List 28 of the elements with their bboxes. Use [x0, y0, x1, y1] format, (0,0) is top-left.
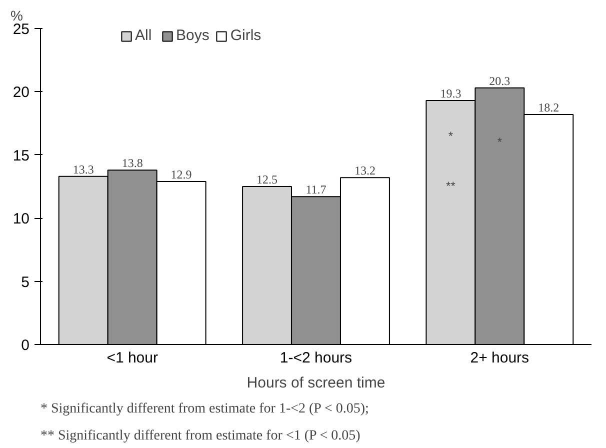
legend-label: Girls	[230, 27, 262, 44]
data-label: 13.2	[354, 164, 376, 178]
y-axis-title: %	[10, 8, 23, 24]
x-tick-label: 1-<2 hours	[280, 350, 352, 366]
data-label: 13.8	[122, 156, 143, 170]
data-label: 19.3	[440, 86, 462, 101]
text: * Significantly different from estimate for 1-<2 (P < 0.05);	[40, 402, 369, 416]
x-axis-title: Hours of screen time	[246, 374, 386, 392]
annotation: **	[446, 178, 456, 193]
data-label: 18.2	[538, 100, 560, 114]
y-tick-label: 10	[12, 210, 30, 228]
x-tick-label: <1 hour	[106, 350, 158, 366]
data-label: 12.5	[256, 172, 278, 186]
annotation: *	[448, 128, 454, 143]
annotation: *	[497, 134, 502, 149]
data-label: 13.3	[72, 162, 94, 176]
data-label: 20.3	[489, 74, 510, 88]
text: ** Significantly different from estimate for <1 (P < 0.05)	[40, 428, 361, 444]
x-tick-label: 2+ hours	[470, 350, 530, 366]
data-label: 12.9	[170, 167, 192, 182]
y-tick-label: 20	[12, 84, 30, 102]
legend-label: Boys	[176, 27, 210, 44]
y-tick-label: 0	[21, 337, 30, 354]
y-tick-label: 15	[12, 147, 30, 164]
y-tick-label: 25	[12, 21, 30, 38]
legend-label: All	[135, 27, 153, 44]
data-label: 11.7	[306, 182, 326, 197]
y-tick-label: 5	[21, 274, 30, 291]
